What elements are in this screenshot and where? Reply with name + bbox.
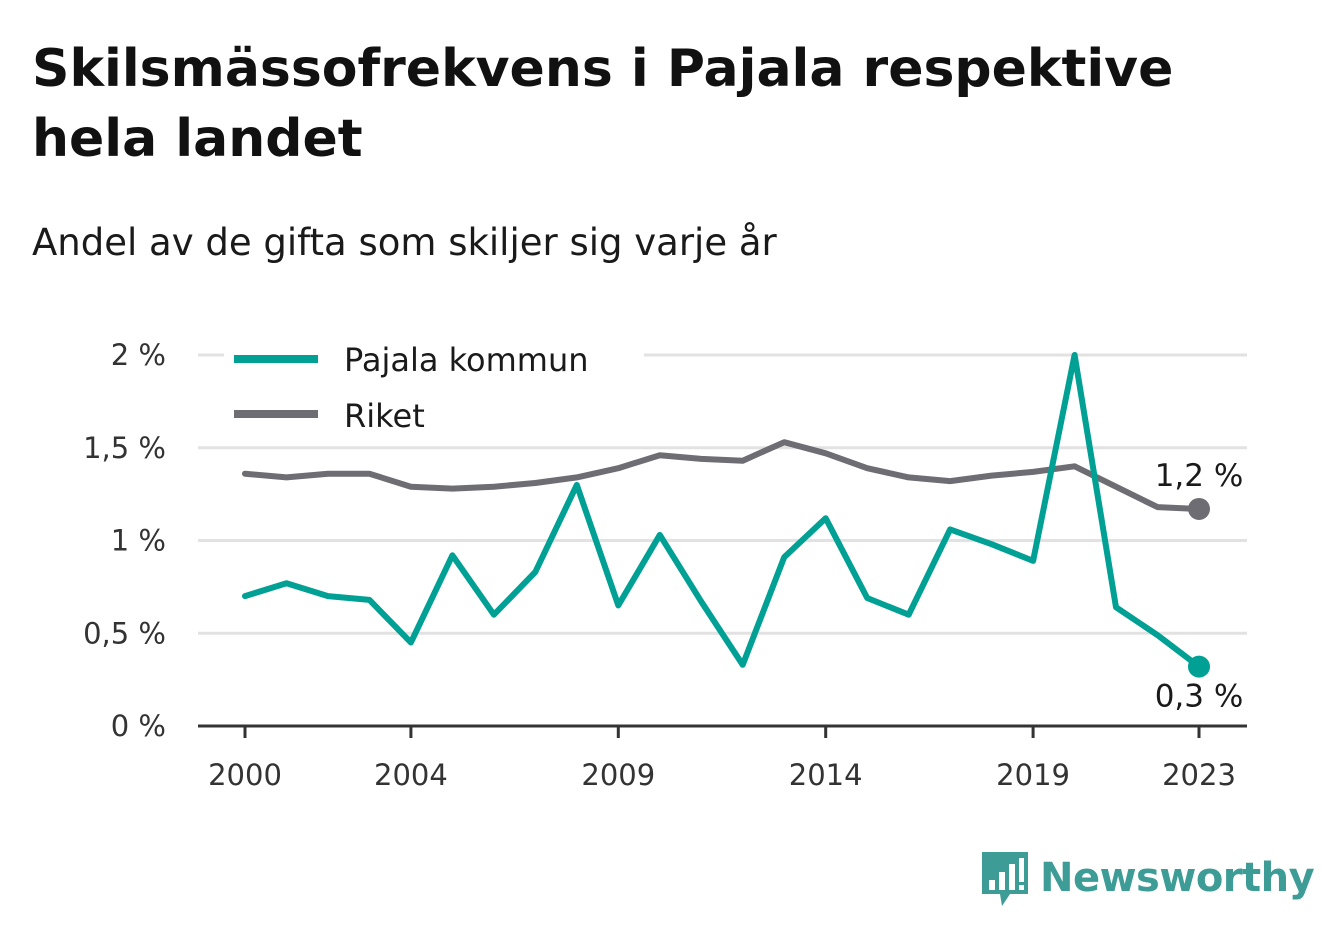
series-line-riket xyxy=(242,439,1202,512)
x-axis: 2000 2004 2009 2014 2019 2023 xyxy=(198,724,1247,792)
x-tick-label: 2004 xyxy=(374,758,448,792)
y-tick-label: 0,5 % xyxy=(83,616,166,650)
end-markers: 1,2 % 0,3 % xyxy=(1155,458,1244,715)
brand-name: Newsworthy xyxy=(1040,855,1315,901)
end-label-pajala: 0,3 % xyxy=(1155,679,1244,715)
x-tick-label: 2019 xyxy=(996,758,1070,792)
x-tick-label: 2000 xyxy=(208,758,282,792)
end-point-pajala xyxy=(1188,655,1210,678)
x-tick-label: 2014 xyxy=(789,758,863,792)
legend-background xyxy=(224,334,644,444)
legend: Pajala kommun Riket xyxy=(224,334,644,444)
newsworthy-chart-bubble-icon xyxy=(982,852,1028,906)
legend-label-riket: Riket xyxy=(344,397,425,435)
end-point-riket xyxy=(1188,497,1210,520)
chart-subtitle: Andel av de gifta som skiljer sig varje … xyxy=(32,221,777,264)
series-line-pajala xyxy=(242,352,1202,670)
y-tick-label: 2 % xyxy=(111,338,166,372)
x-tick-label: 2023 xyxy=(1162,758,1236,792)
newsworthy-logo: Newsworthy xyxy=(980,848,1315,908)
y-tick-label: 1,5 % xyxy=(83,431,166,465)
y-axis: 0 % 0,5 % 1 % 1,5 % 2 % xyxy=(83,338,166,743)
series-lines xyxy=(242,352,1202,670)
chart-title: Skilsmässofrekvens i Pajala respektive h… xyxy=(32,39,1174,169)
x-tick-label: 2009 xyxy=(581,758,655,792)
y-tick-label: 1 % xyxy=(111,524,166,558)
end-label-riket: 1,2 % xyxy=(1155,458,1244,494)
legend-label-pajala: Pajala kommun xyxy=(344,341,589,379)
y-tick-label: 0 % xyxy=(111,709,166,743)
